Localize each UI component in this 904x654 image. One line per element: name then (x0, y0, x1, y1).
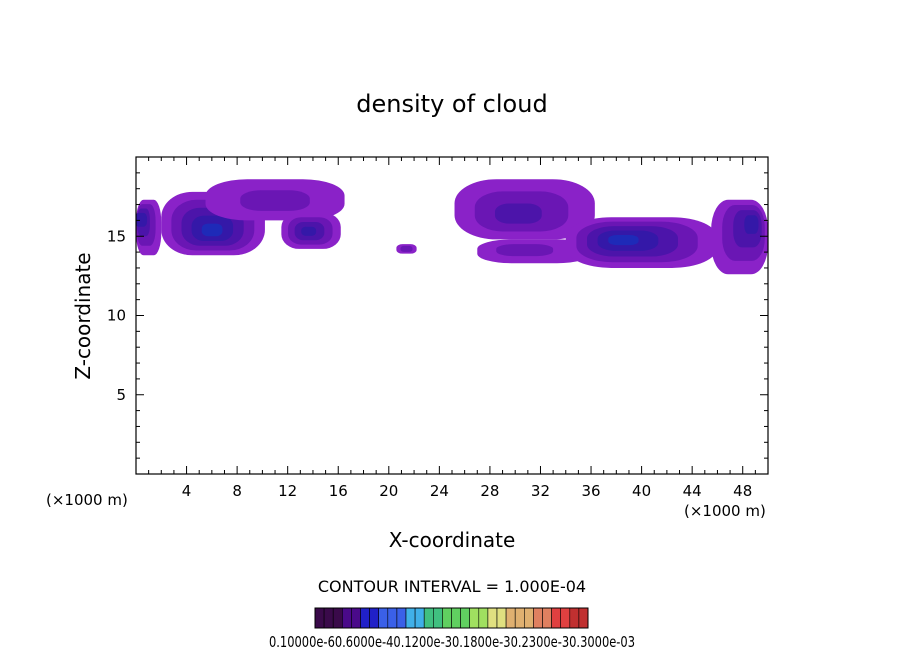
colorbar-swatch (487, 607, 498, 629)
colorbar-swatch (460, 607, 471, 629)
contour-interval-text: CONTOUR INTERVAL = 1.000E-04 (318, 577, 586, 596)
colorbar-swatch (469, 607, 480, 629)
cloud-contour-level (744, 215, 759, 234)
cloud-contour-level (494, 203, 542, 224)
y-tick-label: 5 (116, 386, 126, 404)
x-tick-label: 16 (329, 482, 348, 500)
colorbar-swatch (387, 607, 398, 629)
colorbar-swatch (569, 607, 580, 629)
colorbar-swatch (351, 607, 361, 629)
cloud-region (565, 217, 718, 268)
colorbar-swatch (414, 607, 425, 629)
colorbar-swatch (542, 607, 552, 629)
colorbar-swatch (332, 607, 343, 629)
x-tick-label: 40 (632, 482, 651, 500)
cloud-region (396, 244, 417, 254)
x-tick-label: 12 (278, 482, 297, 500)
colorbar-swatch (514, 607, 525, 629)
cloud-region (477, 239, 592, 264)
colorbar-swatch (323, 607, 334, 629)
x-unit-label-left: (×1000 m) (46, 491, 128, 509)
cloud-contour-level (301, 226, 317, 236)
x-axis: 4 8 12 16 20 24 28 32 36 40 44 48 (135, 157, 769, 500)
colorbar-swatch (578, 607, 589, 629)
cloud-contour-level (201, 223, 223, 237)
colorbar-swatch (551, 607, 561, 629)
y-tick-label: 15 (107, 227, 126, 245)
x-tick-label: 8 (232, 482, 242, 500)
colorbar-swatch (378, 607, 389, 629)
cloud-region (281, 212, 341, 249)
colorbar-swatch (396, 607, 407, 629)
colorbar-swatch (314, 607, 325, 629)
cloud-contour-level (496, 244, 554, 257)
cloud-region (136, 199, 162, 256)
colorbar-labels: 0.10000e-60.6000e-40.1200e-30.1800e-30.2… (269, 633, 635, 651)
cloud-contour-level (400, 245, 413, 252)
x-tick-label: 48 (733, 482, 752, 500)
chart-title: density of cloud (356, 90, 547, 118)
x-tick-label: 20 (379, 482, 398, 500)
colorbar-swatch (478, 607, 489, 629)
colorbar-swatch (533, 607, 543, 629)
colorbar-swatch (505, 607, 516, 629)
colorbar-swatch (432, 607, 443, 629)
x-tick-label: 4 (182, 482, 192, 500)
colorbar-swatch (423, 607, 434, 629)
cloud-region (161, 191, 265, 256)
colorbar-frame (314, 607, 589, 629)
colorbar-swatch (560, 607, 571, 629)
colorbar-swatch (405, 607, 416, 629)
colorbar-swatch (451, 607, 461, 629)
x-tick-label: 32 (531, 482, 550, 500)
colorbar-swatch (523, 607, 534, 629)
cloud-contour-level (240, 190, 310, 211)
y-axis-label: Z-coordinate (71, 252, 95, 379)
x-tick-label: 36 (581, 482, 600, 500)
colorbar-swatch (496, 607, 507, 629)
x-axis-label: X-coordinate (389, 528, 516, 552)
x-tick-label: 24 (430, 482, 449, 500)
cloud-field (136, 179, 768, 275)
y-tick-label: 10 (107, 307, 126, 325)
colorbar-swatch (360, 607, 370, 629)
colorbar-swatch (442, 607, 452, 629)
colorbar-swatch (369, 607, 380, 629)
colorbar (314, 607, 589, 629)
x-tick-label: 44 (683, 482, 702, 500)
cloud-region (454, 179, 595, 240)
y-axis: 5 10 15 (107, 156, 768, 475)
colorbar-swatch (341, 607, 352, 629)
cloud-region (711, 199, 768, 275)
x-tick-label: 28 (480, 482, 499, 500)
cloud-region (205, 179, 345, 221)
x-unit-label-right: (×1000 m) (684, 502, 766, 520)
cloud-contour-level (136, 212, 148, 227)
cloud-contour-level (608, 234, 639, 246)
